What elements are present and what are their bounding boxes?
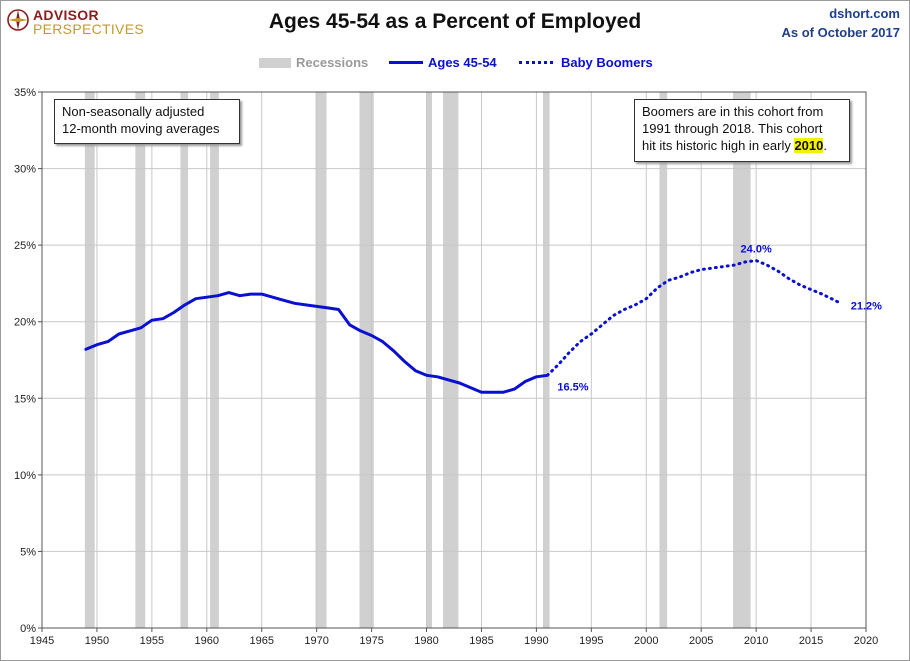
date-label: As of October 2017 xyxy=(781,25,901,40)
x-tick-label: 1975 xyxy=(359,635,383,647)
x-tick-label: 1985 xyxy=(469,635,493,647)
data-label: 21.2% xyxy=(851,300,882,312)
chart-title: Ages 45-54 as a Percent of Employed xyxy=(268,10,642,33)
method-note-line1: Non-seasonally adjusted xyxy=(62,104,205,119)
boomer-note-line3-end: . xyxy=(823,138,827,153)
x-tick-label: 1950 xyxy=(85,635,109,647)
y-tick-label: 25% xyxy=(14,240,36,252)
y-tick-label: 15% xyxy=(14,393,36,405)
peak-year-highlight: 2010 xyxy=(794,138,824,153)
data-label: 24.0% xyxy=(741,243,772,255)
x-tick-label: 1980 xyxy=(414,635,438,647)
recession-bar xyxy=(210,92,219,628)
y-tick-label: 35% xyxy=(14,87,36,99)
x-tick-label: 2000 xyxy=(634,635,658,647)
recession-bar xyxy=(733,92,751,628)
method-note-line2: 12-month moving averages xyxy=(62,121,220,136)
chart-legend: Recessions Ages 45-54 Baby Boomers xyxy=(0,55,910,71)
x-tick-label: 1990 xyxy=(524,635,548,647)
y-tick-label: 5% xyxy=(20,546,36,558)
recession-bar xyxy=(135,92,146,628)
x-tick-label: 1945 xyxy=(30,635,54,647)
advisor-perspectives-logo: ADVISOR PERSPECTIVES xyxy=(6,6,144,37)
source-label: dshort.com xyxy=(829,6,900,21)
x-tick-label: 2015 xyxy=(799,635,823,647)
recession-bar xyxy=(542,92,550,628)
y-tick-label: 30% xyxy=(14,164,36,176)
data-label: 16.5% xyxy=(557,381,588,393)
ages-45-54-line xyxy=(84,291,549,394)
legend-recessions-label: Recessions xyxy=(296,55,369,70)
legend-boomers-swatch xyxy=(519,61,553,64)
x-tick-label: 1995 xyxy=(579,635,603,647)
x-tick-label: 1970 xyxy=(304,635,328,647)
legend-series-label: Ages 45-54 xyxy=(428,55,497,70)
recession-bar xyxy=(84,92,95,628)
recession-bar xyxy=(180,92,189,628)
x-tick-label: 1960 xyxy=(195,635,219,647)
x-tick-label: 2010 xyxy=(744,635,768,647)
recession-bar xyxy=(659,92,668,628)
compass-logo-icon xyxy=(7,9,29,31)
y-tick-label: 10% xyxy=(14,470,36,482)
x-tick-label: 2005 xyxy=(689,635,713,647)
logo-line1: ADVISOR xyxy=(33,7,99,23)
y-tick-label: 0% xyxy=(20,623,36,635)
boomer-note-line3: hit its historic high in early 2010. xyxy=(642,137,842,154)
recession-bar xyxy=(443,92,459,628)
x-tick-label: 1955 xyxy=(140,635,164,647)
method-note: Non-seasonally adjusted 12-month moving … xyxy=(54,99,240,144)
legend-boomers-label: Baby Boomers xyxy=(561,55,653,70)
recession-bar xyxy=(359,92,374,628)
recession-bar xyxy=(315,92,327,628)
x-tick-label: 2020 xyxy=(854,635,878,647)
plot-border xyxy=(41,91,867,629)
boomer-note: Boomers are in this cohort from 1991 thr… xyxy=(634,99,850,162)
logo-line2: PERSPECTIVES xyxy=(33,21,144,37)
boomer-note-line1: Boomers are in this cohort from xyxy=(642,104,824,119)
x-tick-label: 1965 xyxy=(249,635,273,647)
y-tick-label: 20% xyxy=(14,317,36,329)
legend-series-swatch xyxy=(389,61,423,64)
boomer-note-line2: 1991 through 2018. This cohort xyxy=(642,121,823,136)
baby-boomers-line xyxy=(545,259,843,377)
boomer-note-line3-text: hit its historic high in early xyxy=(642,138,795,153)
recession-bar xyxy=(426,92,433,628)
legend-recessions-swatch xyxy=(259,58,291,68)
